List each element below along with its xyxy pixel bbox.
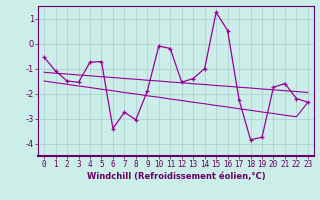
X-axis label: Windchill (Refroidissement éolien,°C): Windchill (Refroidissement éolien,°C): [87, 172, 265, 181]
